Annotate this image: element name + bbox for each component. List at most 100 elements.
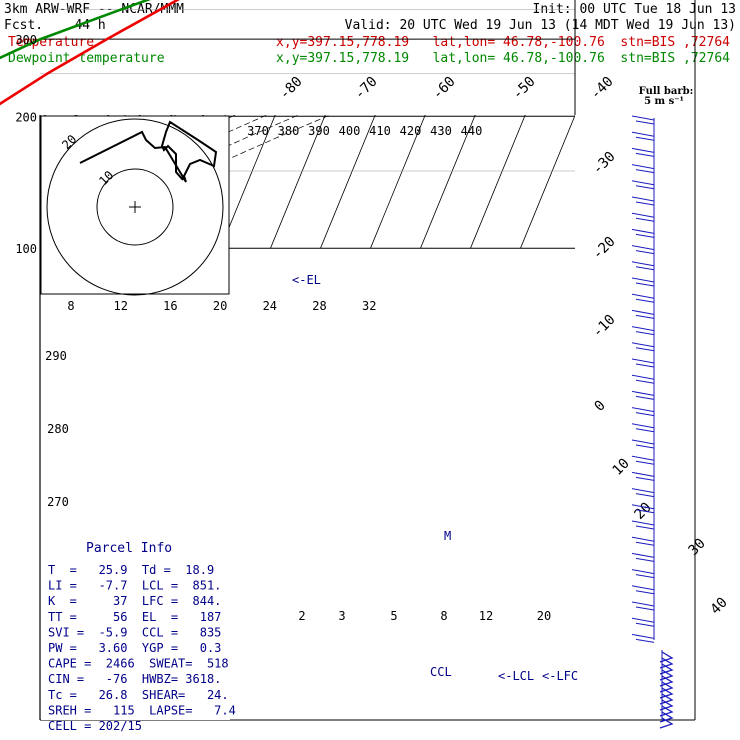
isotherm-line xyxy=(370,115,426,249)
pressure-tick-label: 300 xyxy=(15,33,37,47)
dewpoint-legend-label: Dewpoint temperature xyxy=(8,51,165,66)
forecast-hour: Fcst. 44 h xyxy=(4,18,106,33)
wind-barb xyxy=(631,212,655,222)
parcel-row: CELL = 202/15 xyxy=(48,719,142,733)
wind-barb-low xyxy=(659,663,674,675)
isotherm-line xyxy=(220,115,276,249)
theta-label: 370 xyxy=(247,124,269,138)
hodo-speed-label: 20 xyxy=(213,299,227,313)
wind-barb xyxy=(631,374,655,384)
wind-barb-low xyxy=(659,717,674,729)
parcel-row: LI = -7.7 LCL = 851. xyxy=(48,579,221,593)
wind-barb xyxy=(631,115,655,125)
wind-barb xyxy=(631,180,655,190)
theta-left-label: 270 xyxy=(47,495,69,509)
hodo-ring xyxy=(96,168,174,246)
wind-barb xyxy=(631,390,655,400)
mixing-ratio-label: 5 xyxy=(390,609,397,623)
barb-key-unit: 5 m s⁻¹ xyxy=(644,96,684,107)
theta-label: 440 xyxy=(461,124,483,138)
hodo-speed-label: 24 xyxy=(263,299,277,313)
wind-barb xyxy=(631,164,655,174)
parcel-row: SREH = 115 LAPSE= 7.4 xyxy=(48,703,236,717)
wind-barb xyxy=(631,471,655,481)
theta-label: 430 xyxy=(430,124,452,138)
hodo-speed-label: 16 xyxy=(163,299,177,313)
valid-time: Valid: 20 UTC Wed 19 Jun 13 (14 MDT Wed … xyxy=(345,18,736,33)
wind-barb xyxy=(631,552,655,562)
wind-barb xyxy=(631,439,655,449)
level-marker: <-EL xyxy=(292,273,321,287)
wind-barb xyxy=(631,358,655,368)
parcel-title: Parcel Info xyxy=(86,541,172,556)
theta-label: 380 xyxy=(278,124,300,138)
pressure-tick-label: 100 xyxy=(15,242,37,256)
parcel-row: Tc = 26.8 SHEAR= 24. xyxy=(48,688,229,702)
wind-barb xyxy=(631,309,655,319)
wind-barb xyxy=(631,423,655,433)
isotherm-line xyxy=(270,115,326,249)
theta-left-label: 290 xyxy=(45,349,67,363)
wind-barb xyxy=(631,536,655,546)
parcel-row: CIN = -76 HWBZ= 3618. xyxy=(48,672,221,686)
wind-barb-low xyxy=(659,705,674,717)
wind-barb-low xyxy=(659,711,674,723)
hodo-speed-label: 8 xyxy=(67,299,74,313)
init-time: Init: 00 UTC Tue 18 Jun 13 xyxy=(533,2,737,17)
wind-barb xyxy=(631,455,655,465)
theta-label: 410 xyxy=(369,124,391,138)
mixing-ratio-label: 3 xyxy=(338,609,345,623)
mixing-ratio-label: 20 xyxy=(537,609,551,623)
wind-barb xyxy=(631,488,655,498)
temperature-legend-info: x,y=397.15,778.19 lat,lon= 46.78,-100.76… xyxy=(276,35,730,50)
isotherm-line xyxy=(470,115,526,249)
parcel-row: T = 25.9 Td = 18.9 xyxy=(48,563,214,577)
wind-barb-low xyxy=(659,675,674,687)
wind-barb xyxy=(631,520,655,530)
wind-barb xyxy=(631,196,655,206)
parcel-row: K = 37 LFC = 844. xyxy=(48,594,221,608)
pressure-tick-label: 200 xyxy=(15,110,37,124)
parcel-row: PW = 3.60 YGP = 0.3 xyxy=(48,641,221,655)
wind-barb xyxy=(631,633,655,643)
wind-barb xyxy=(631,407,655,417)
parcel-panel-bg xyxy=(41,537,230,720)
wind-barb-low xyxy=(659,687,674,699)
wind-barb xyxy=(631,569,655,579)
wind-barb xyxy=(631,504,655,514)
wind-barb xyxy=(631,293,655,303)
wind-barb-low xyxy=(659,681,674,693)
level-marker: <-LCL xyxy=(498,669,534,683)
wind-barb xyxy=(631,228,655,238)
level-marker: CCL xyxy=(430,665,452,679)
mixing-ratio-label: 12 xyxy=(479,609,493,623)
level-marker: <-LFC xyxy=(542,669,578,683)
isotherm-line xyxy=(320,115,376,249)
wind-barb-low xyxy=(659,669,674,681)
wind-barb xyxy=(631,277,655,287)
wind-barb xyxy=(631,147,655,157)
wind-barb xyxy=(631,342,655,352)
parcel-info-panel: Parcel Info T = 25.9 Td = 18.9 LI = -7.7 L… xyxy=(41,537,236,733)
theta-label: 400 xyxy=(339,124,361,138)
wind-barbs xyxy=(631,115,674,729)
parcel-row: CAPE = 2466 SWEAT= 518 xyxy=(48,657,229,671)
theta-label: 390 xyxy=(308,124,330,138)
wind-barb-low xyxy=(659,651,674,663)
wind-barb-low xyxy=(659,693,674,705)
wind-barb xyxy=(631,617,655,627)
hodo-speed-label: 28 xyxy=(312,299,326,313)
right-axis-lower xyxy=(694,0,696,720)
wind-barb-low xyxy=(659,657,674,669)
isotherm-line xyxy=(420,115,476,249)
wind-barb xyxy=(631,326,655,336)
hodo-speed-label: 12 xyxy=(113,299,127,313)
wind-barb xyxy=(631,261,655,271)
wind-barb xyxy=(631,585,655,595)
level-marker: M xyxy=(444,529,451,543)
theta-label: 420 xyxy=(400,124,422,138)
mixing-ratio-label: 8 xyxy=(440,609,447,623)
dewpoint-legend-info: x,y=397.15,778.19 lat,lon= 46.78,-100.76… xyxy=(276,51,730,66)
parcel-row: SVI = -5.9 CCL = 835 xyxy=(48,625,221,639)
